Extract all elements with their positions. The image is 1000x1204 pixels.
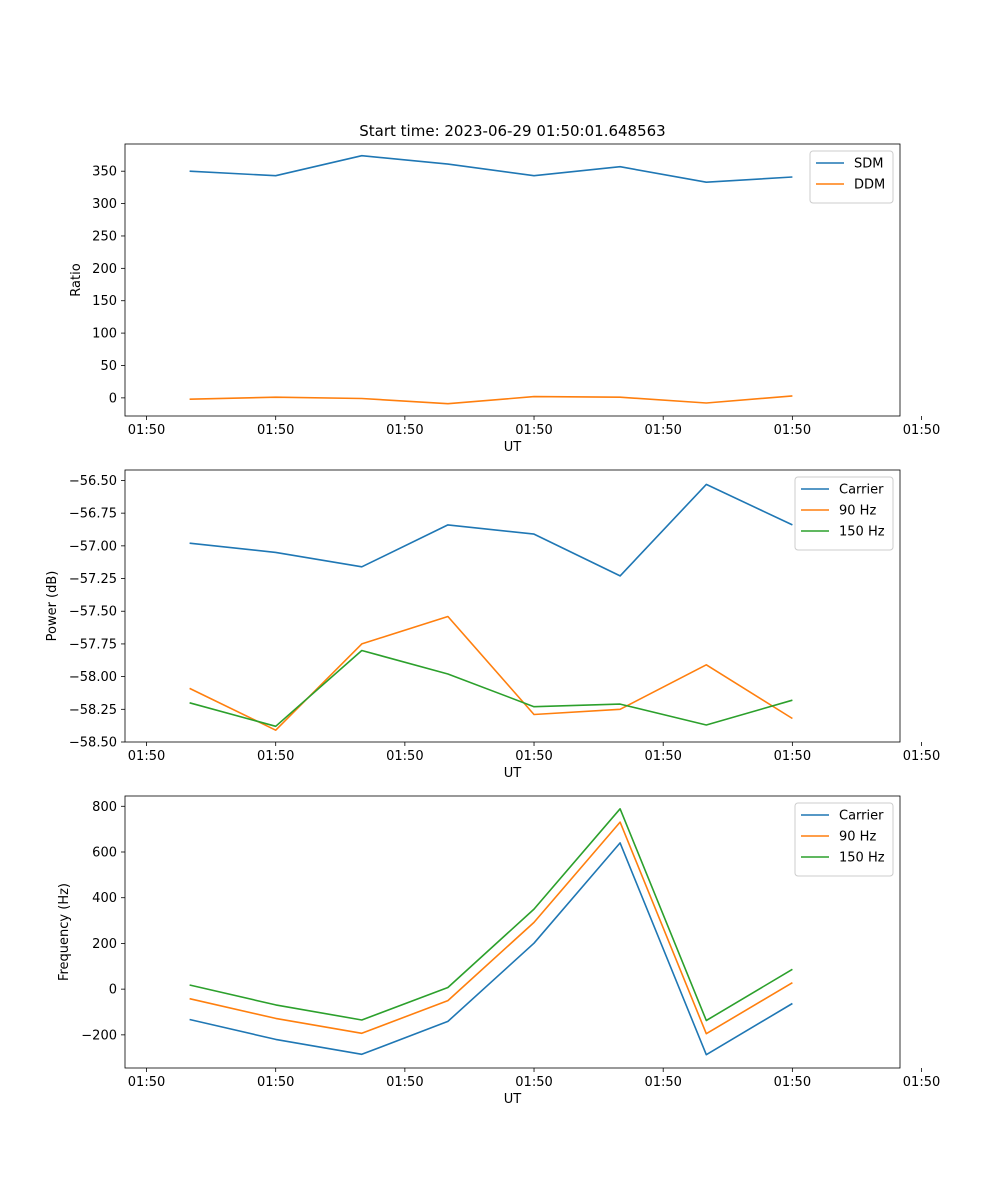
y-tick-label: 0 — [109, 983, 117, 998]
legend-label: 150 Hz — [839, 525, 885, 540]
x-tick-label: 01:50 — [903, 423, 940, 438]
x-tick-label: 01:50 — [515, 749, 552, 764]
x-tick-label: 01:50 — [257, 423, 294, 438]
y-tick-label: 200 — [92, 937, 117, 952]
y-tick-label: 350 — [92, 165, 117, 180]
y-tick-label: 0 — [109, 391, 117, 406]
x-tick-label: 01:50 — [774, 1075, 811, 1090]
y-tick-label: 600 — [92, 846, 117, 861]
series-line-90-hz — [189, 615, 793, 732]
x-tick-label: 01:50 — [774, 749, 811, 764]
chart-panel-3: 01:50 01:50 01:50 01:50 01:50 01:50 01:50 −200 0… — [57, 795, 940, 1107]
x-axis-label: UT — [504, 766, 522, 781]
y-tick-label: −200 — [81, 1028, 117, 1043]
y-tick-label: 200 — [92, 262, 117, 277]
y-axis-label: Frequency (Hz) — [57, 883, 72, 981]
y-tick-label: −56.50 — [69, 474, 117, 489]
y-tick-label: −57.00 — [69, 539, 117, 554]
y-tick-label: 100 — [92, 327, 117, 342]
legend: Carrier 90 Hz 150 Hz — [794, 476, 894, 551]
x-tick-label: 01:50 — [257, 1075, 294, 1090]
series-line-150-hz — [189, 649, 793, 728]
y-tick-label: −58.25 — [69, 703, 117, 718]
legend: SDM DDM — [809, 150, 894, 204]
legend: Carrier 90 Hz 150 Hz — [794, 802, 894, 877]
legend-label: Carrier — [839, 483, 884, 498]
y-tick-label: −56.75 — [69, 507, 117, 522]
y-tick-label: −57.25 — [69, 572, 117, 587]
y-tick-label: 800 — [92, 800, 117, 815]
legend-label: 90 Hz — [839, 504, 876, 519]
series-line-carrier — [189, 842, 793, 1056]
legend-label: 90 Hz — [839, 830, 876, 845]
x-axis-label: UT — [504, 1092, 522, 1107]
legend-label: DDM — [854, 178, 885, 193]
x-tick-label: 01:50 — [386, 1075, 423, 1090]
y-tick-label: −57.75 — [69, 637, 117, 652]
x-tick-label: 01:50 — [774, 423, 811, 438]
series-line-carrier — [189, 483, 793, 577]
x-tick-label: 01:50 — [386, 749, 423, 764]
series-line-ddm — [189, 395, 793, 405]
y-tick-label: 400 — [92, 891, 117, 906]
plot-frame — [124, 143, 901, 417]
y-axis-label: Ratio — [69, 263, 84, 296]
legend-box — [809, 150, 894, 204]
x-tick-label: 01:50 — [128, 423, 165, 438]
series-line-90-hz — [189, 821, 793, 1035]
y-tick-label: −58.00 — [69, 670, 117, 685]
x-tick-label: 01:50 — [128, 749, 165, 764]
legend-label: SDM — [854, 157, 883, 172]
y-tick-label: 50 — [100, 359, 117, 374]
y-axis-label: Power (dB) — [45, 571, 60, 642]
plot-frame — [124, 795, 901, 1069]
x-tick-label: 01:50 — [515, 1075, 552, 1090]
x-tick-label: 01:50 — [644, 423, 681, 438]
legend-label: Carrier — [839, 809, 884, 824]
series-line-150-hz — [189, 807, 793, 1022]
x-tick-label: 01:50 — [903, 1075, 940, 1090]
x-tick-label: 01:50 — [386, 423, 423, 438]
x-tick-label: 01:50 — [515, 423, 552, 438]
x-tick-label: 01:50 — [903, 749, 940, 764]
x-tick-label: 01:50 — [644, 1075, 681, 1090]
plot-frame — [124, 469, 901, 743]
y-tick-label: −58.50 — [69, 736, 117, 751]
legend-label: 150 Hz — [839, 851, 885, 866]
x-tick-label: 01:50 — [257, 749, 294, 764]
figure-title: Start time: 2023-06-29 01:50:01.648563 — [359, 122, 665, 140]
x-tick-label: 01:50 — [128, 1075, 165, 1090]
y-tick-label: −57.50 — [69, 605, 117, 620]
x-axis-label: UT — [504, 440, 522, 455]
series-line-sdm — [189, 154, 793, 183]
x-tick-label: 01:50 — [644, 749, 681, 764]
y-tick-label: 150 — [92, 294, 117, 309]
chart-panel-1: 01:50 01:50 01:50 01:50 01:50 01:50 01:50 0 50 10… — [69, 143, 940, 455]
chart-panel-2: 01:50 01:50 01:50 01:50 01:50 01:50 01:50 −58.5… — [45, 469, 940, 781]
y-tick-label: 250 — [92, 229, 117, 244]
y-tick-label: 300 — [92, 197, 117, 212]
